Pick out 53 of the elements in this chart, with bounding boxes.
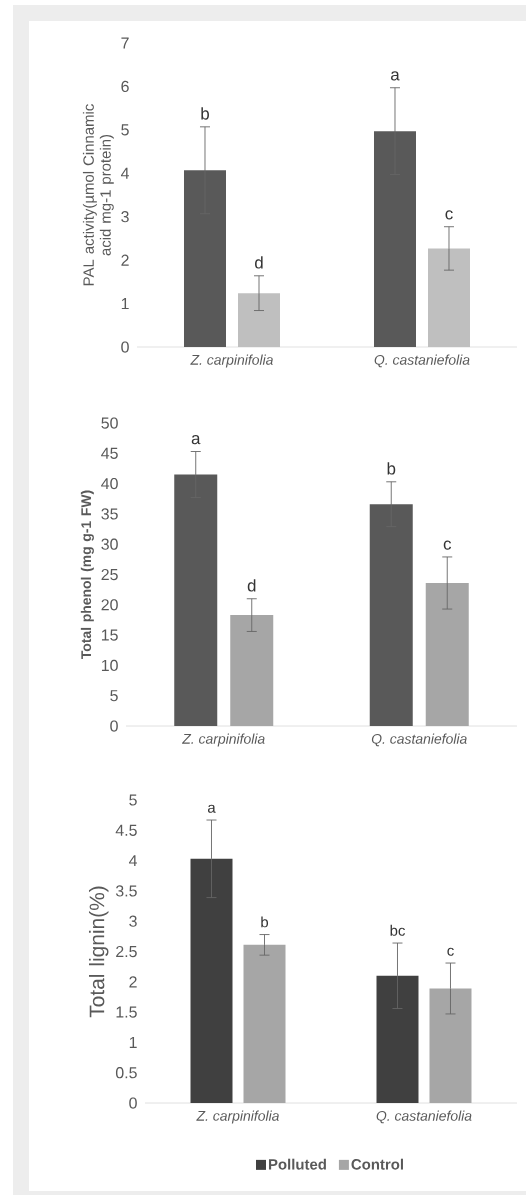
data-label: bc: [390, 924, 405, 936]
y-tick-label: 1.5: [116, 1006, 137, 1018]
y-tick-label: 2: [129, 976, 137, 988]
x-tick-label: Q. castaniefolia: [371, 733, 467, 747]
y-tick-label: 3: [129, 915, 137, 927]
y-tick-label: 2.5: [116, 945, 137, 958]
data-label: b: [261, 916, 269, 928]
legend-label: Polluted: [268, 1158, 326, 1170]
y-tick-label: 0: [129, 1097, 137, 1109]
x-tick-label: Z. carpinifolia: [182, 733, 265, 747]
x-tick-label: Q. castaniefolia: [376, 1110, 472, 1124]
x-tick-label: Z. carpinifolia: [190, 354, 273, 368]
y-tick-label: 4.5: [115, 824, 137, 836]
y-tick-label: 5: [110, 690, 118, 702]
y-tick-label: 15: [101, 629, 118, 641]
data-label: c: [447, 947, 454, 956]
data-label: b: [201, 107, 209, 120]
y-tick-label: 5: [121, 124, 129, 136]
y-tick-label: 2: [121, 254, 129, 266]
x-tick-label: Z. carpinifolia: [196, 1110, 279, 1124]
y-axis-title: PAL activity(µmol Cinnamic acid mg-1 protein): [82, 104, 114, 286]
y-tick-label: 10: [101, 659, 118, 672]
data-label: d: [255, 256, 263, 269]
legend-label: Control: [351, 1158, 403, 1170]
data-label: d: [247, 579, 256, 592]
y-tick-label: 7: [121, 37, 129, 49]
y-tick-label: 6: [121, 80, 129, 93]
y-tick-label: 35: [101, 508, 118, 520]
y-tick-label: 40: [101, 477, 118, 490]
y-axis-title: Total lignin(%): [88, 886, 109, 1018]
y-tick-label: 3.5: [115, 885, 137, 897]
data-label: c: [445, 210, 453, 220]
data-label: a: [207, 804, 216, 813]
y-tick-label: 1: [129, 1036, 137, 1048]
y-tick-label: 3: [121, 211, 129, 223]
y-tick-label: 0.5: [115, 1067, 137, 1079]
y-tick-label: 50: [101, 417, 118, 429]
y-tick-label: 20: [101, 599, 118, 611]
data-label: a: [191, 435, 201, 445]
y-tick-label: 5: [129, 794, 137, 806]
data-label: c: [443, 540, 452, 550]
y-tick-label: 45: [101, 447, 118, 459]
y-tick-label: 1: [121, 298, 129, 310]
y-tick-label: 0: [110, 720, 118, 732]
data-label: b: [387, 462, 396, 475]
y-tick-label: 25: [101, 568, 118, 581]
y-tick-label: 30: [101, 538, 118, 550]
y-tick-label: 4: [128, 855, 138, 867]
x-tick-label: Q. castaniefolia: [374, 354, 470, 368]
y-tick-label: 4: [120, 167, 130, 179]
y-tick-label: 0: [121, 341, 129, 353]
y-axis-title: Total phenol (mg g-1 FW): [80, 490, 94, 660]
data-label: a: [391, 71, 400, 81]
